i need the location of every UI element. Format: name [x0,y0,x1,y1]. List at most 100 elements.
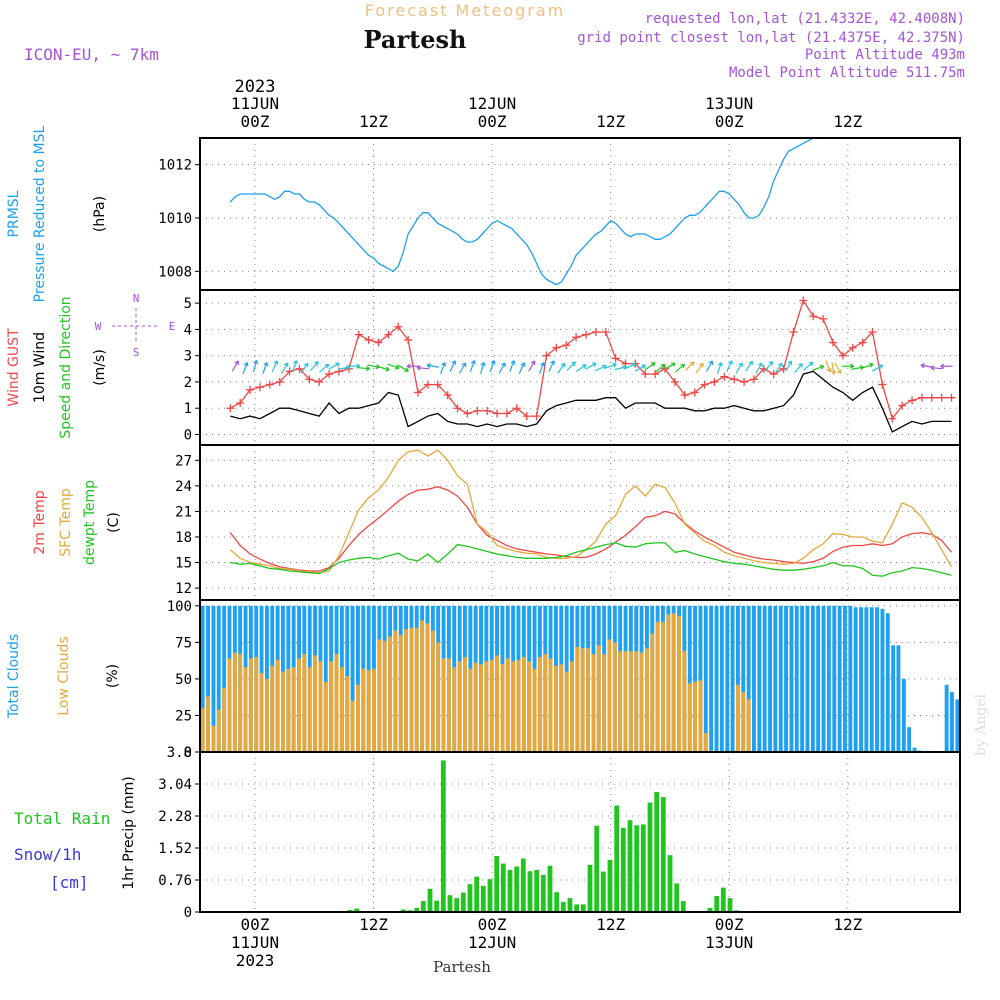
wind-arrow [489,360,495,373]
panel-frame [199,751,961,913]
wind-arrow [291,360,298,373]
bar-total-rain [460,892,466,912]
bar-total-clouds [955,699,960,752]
wind-arrowhead [826,367,832,373]
bar-low-clouds [232,652,237,752]
bar-total-rain [414,907,420,912]
wind-arrow [695,362,704,374]
bar-low-clouds [345,676,350,752]
y-axis-label: Wind GUST [6,328,22,407]
bar-total-clouds [891,645,896,752]
wind-arrow [685,361,695,371]
wind-arrowhead [406,363,411,369]
bar-total-rain [714,896,720,912]
bar-total-rain [594,825,600,912]
y-tick-label: 1008 [158,264,192,280]
bar-low-clouds [377,639,382,752]
bar-low-clouds [463,657,467,752]
wind-arrow [745,360,753,372]
bar-low-clouds [313,655,317,752]
bar-total-rain [574,904,580,912]
bar-low-clouds [302,654,307,752]
wind-arrow [812,365,825,371]
bar-total-clouds [693,605,697,752]
wind-arrowhead [461,362,467,368]
compass-s: S [133,346,140,359]
bar-total-clouds [944,684,949,752]
wind-arrow [851,366,864,370]
wind-arrowhead [314,361,319,366]
series-line-wind-gust [229,298,952,421]
wind-arrowhead [273,360,279,365]
panel-2: 0 1 2 3 4 5 Wind GUST 10m Wind Speed and Directi… [6,289,961,446]
gust-marker [730,375,739,384]
gust-marker [888,414,897,423]
y-axis-label: SFC Temp [58,488,74,557]
wind-arrow [604,363,617,369]
gust-marker [394,322,403,331]
bar-low-clouds [628,651,633,752]
footer-location: Partesh [433,958,491,976]
wind-arrowhead [869,362,874,368]
bar-low-clouds [661,621,665,752]
bar-total-clouds [880,608,885,752]
wind-arrow [930,367,943,370]
legend-snow-unit: [cm] [50,873,89,892]
wind-arrowhead [699,362,704,368]
bar-low-clouds [554,665,558,752]
gust-marker [838,351,847,360]
gust-marker [680,391,689,400]
gust-marker [720,372,729,381]
wind-arrowhead [253,359,259,365]
wind-arrowhead [798,363,803,368]
wind-arrowhead [787,360,793,366]
bar-low-clouds [677,616,681,752]
bar-low-clouds [211,725,216,752]
panel-frame [199,289,961,446]
gust-marker [443,391,452,400]
bar-total-rain [540,874,546,912]
wind-arrowhead [850,363,855,369]
gust-marker [848,343,857,352]
bar-total-rain [347,909,353,912]
wind-arrow [557,362,566,374]
bar-total-rain [447,895,453,912]
y-tick-label: 1.52 [158,841,192,857]
bar-low-clouds [511,661,516,752]
bar-low-clouds [564,671,569,752]
bar-low-clouds [414,627,419,752]
bar-total-clouds [730,605,735,752]
gust-marker [700,380,709,389]
bar-total-clouds [784,605,788,752]
wind-arrow [764,361,774,372]
bar-total-clouds [200,605,205,752]
bar-total-rain [567,898,573,912]
wind-arrowhead [878,364,884,369]
wind-arrowhead [738,362,743,368]
wind-arrow [595,365,607,372]
wind-arrowhead [530,360,536,366]
bar-total-clouds [709,605,714,752]
y-tick-label: 27 [175,453,192,469]
gust-marker [591,328,600,337]
gust-marker [898,401,907,410]
wind-arrow [644,362,656,371]
bar-low-clouds [361,668,366,752]
bar-total-clouds [864,607,869,752]
y-tick-label: 2.28 [158,809,192,825]
bar-low-clouds [559,664,564,752]
bar-total-rain [727,898,733,912]
bar-total-rain [467,884,473,912]
bar-low-clouds [216,709,221,752]
bar-low-clouds [441,658,446,752]
bar-total-clouds [869,607,874,752]
wind-arrowhead [470,360,476,365]
bar-total-clouds [698,605,703,752]
y-tick-label: 18 [175,530,192,546]
bar-low-clouds [409,627,414,752]
gust-marker [908,396,917,405]
bar-total-clouds [901,678,906,752]
bar-total-clouds [778,605,783,752]
